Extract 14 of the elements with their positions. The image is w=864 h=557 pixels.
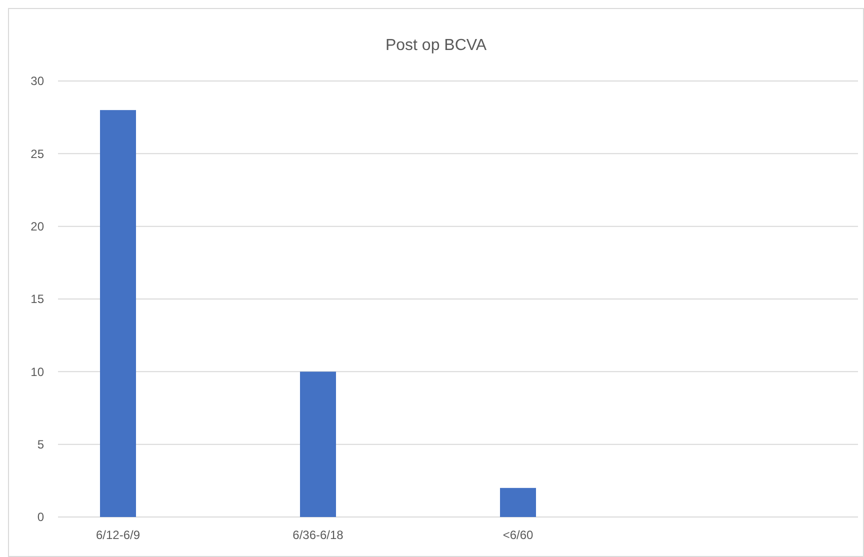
chart-title: Post op BCVA (385, 37, 487, 54)
y-tick-label: 5 (37, 438, 44, 452)
x-tick-label: 6/12-6/9 (96, 528, 140, 542)
y-tick-label: 20 (30, 220, 44, 234)
bar (100, 110, 136, 517)
y-tick-label: 15 (30, 292, 44, 306)
x-tick-label: 6/36-6/18 (292, 528, 344, 542)
bar (300, 372, 336, 517)
y-tick-label: 25 (30, 146, 44, 161)
y-tick-label: 10 (30, 364, 44, 379)
bar (500, 488, 536, 517)
y-tick-label: 30 (30, 74, 44, 88)
y-tick-label: 0 (37, 510, 44, 524)
x-tick-label: <6/60 (502, 528, 534, 542)
